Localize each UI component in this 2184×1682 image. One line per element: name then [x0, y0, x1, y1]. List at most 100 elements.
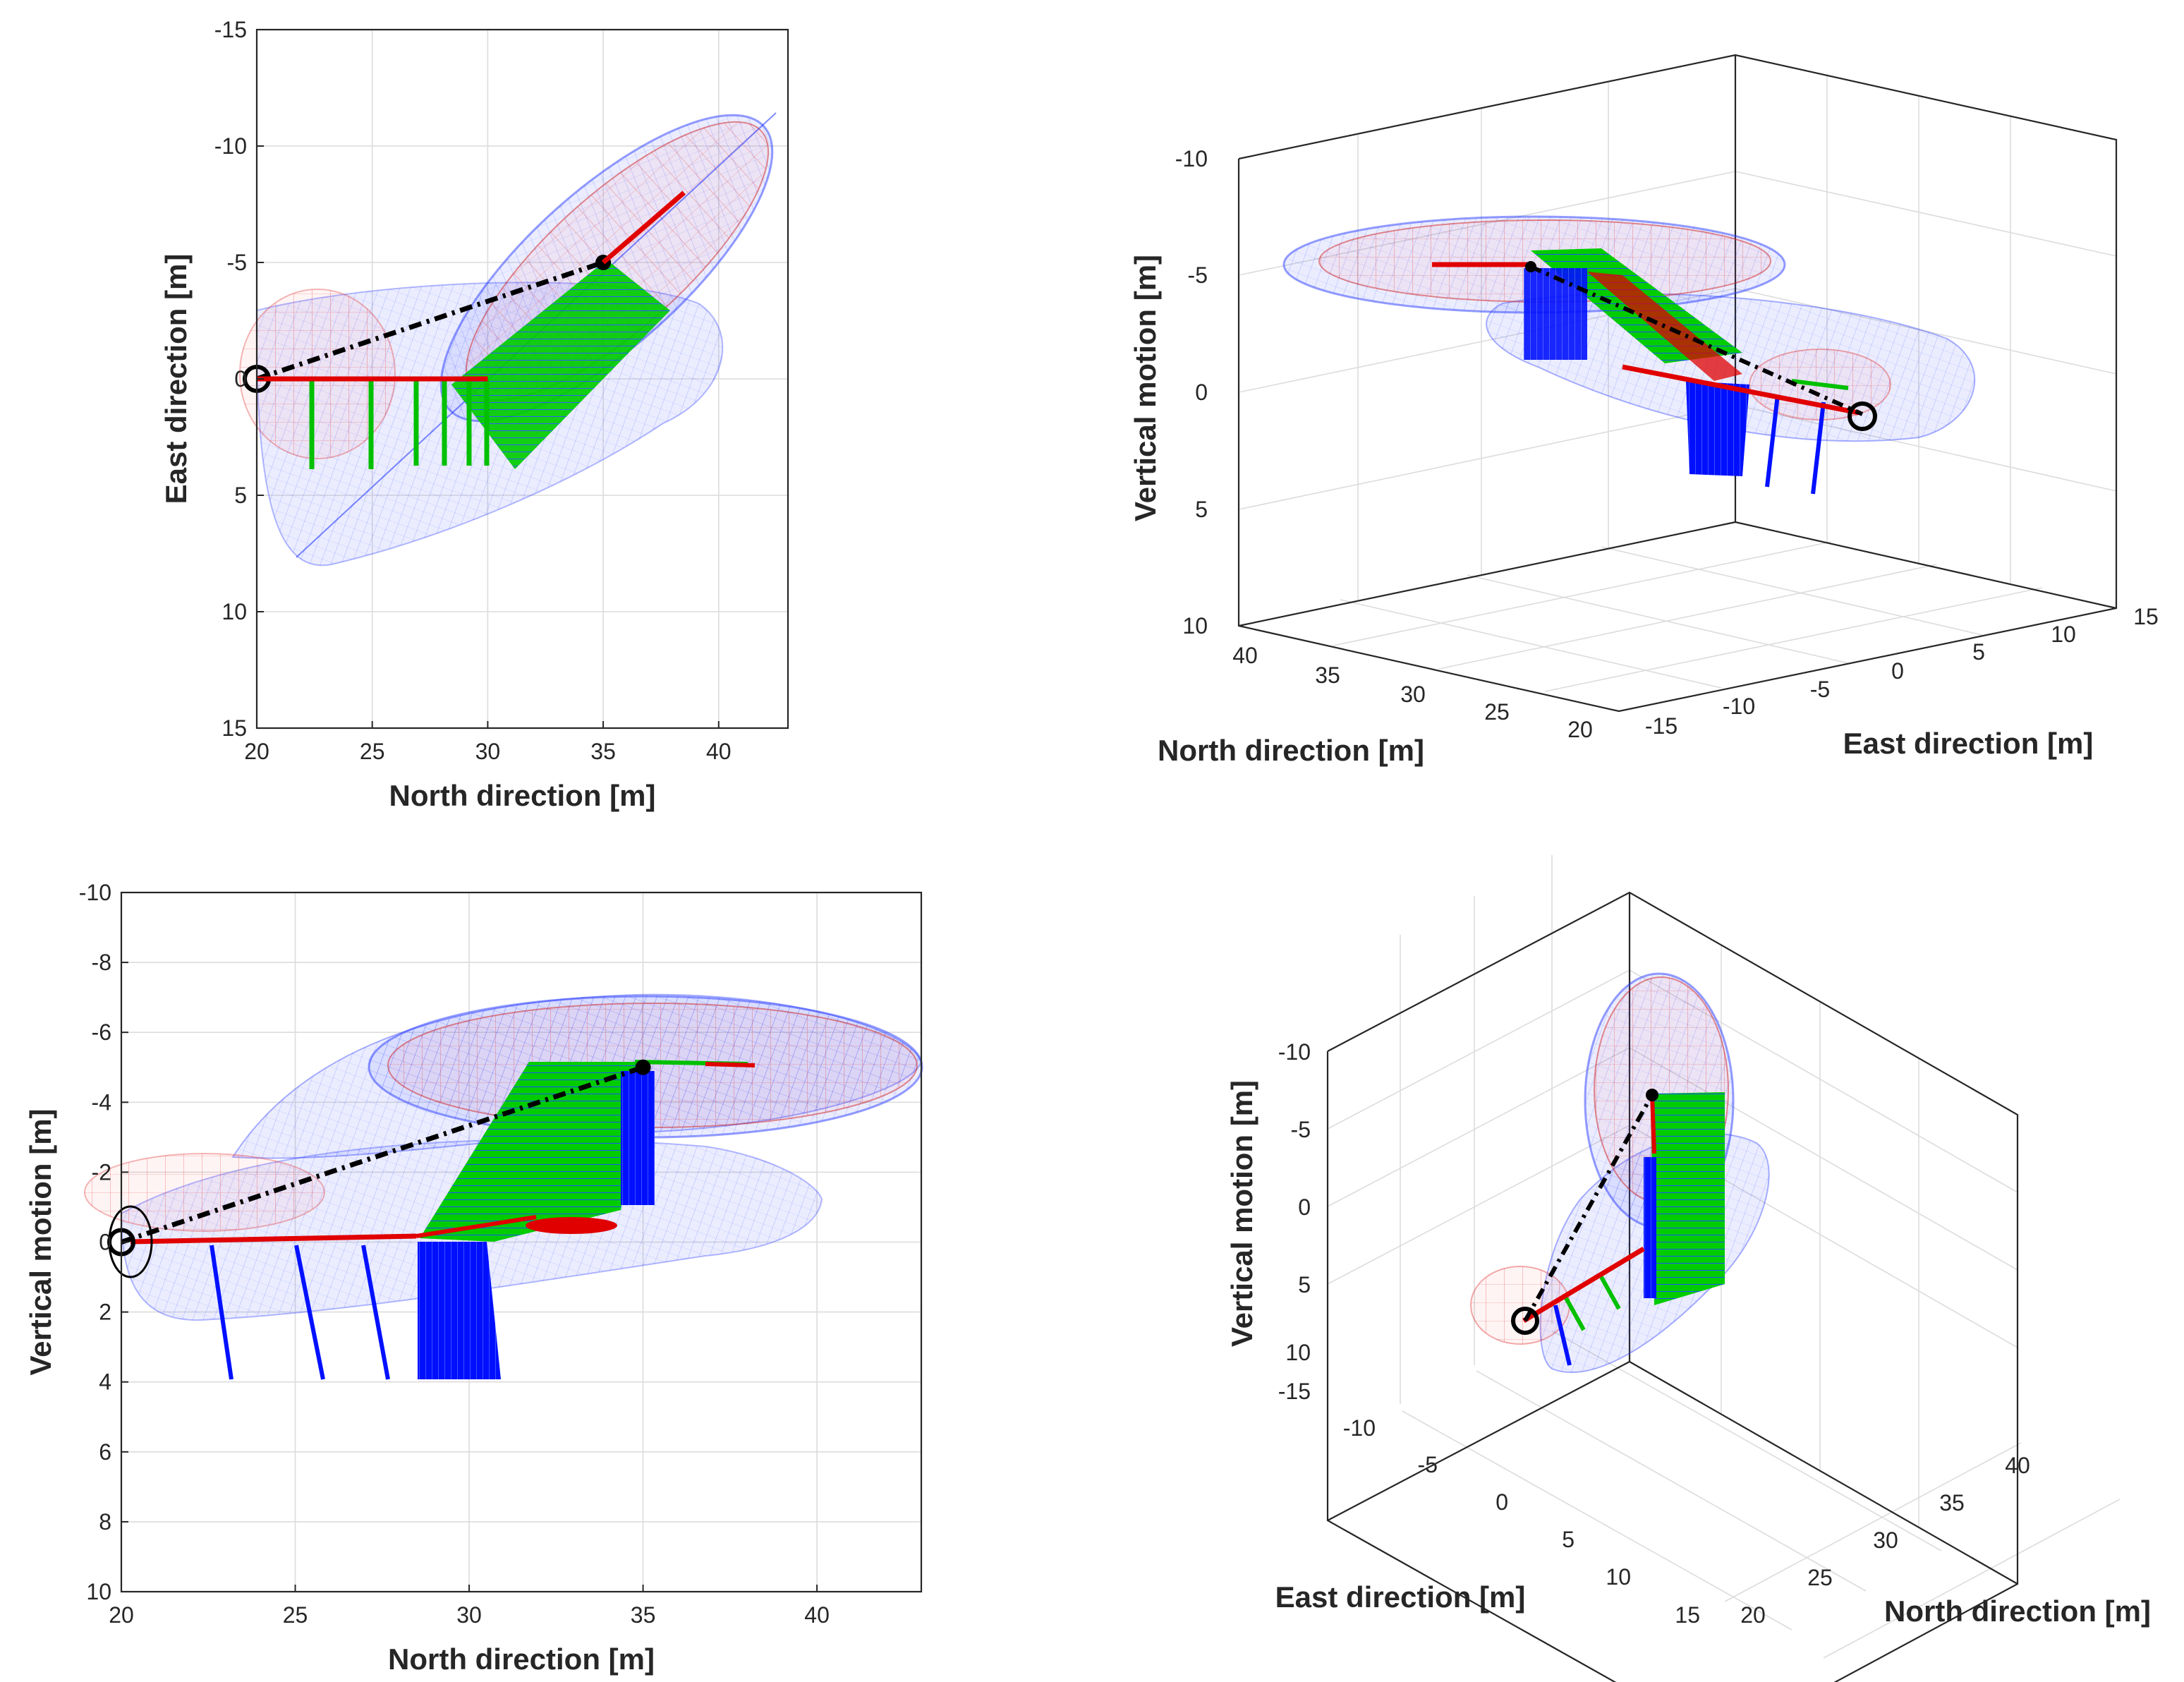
panel2-x-tick: 25 — [1484, 699, 1510, 725]
panel3-blue-stick — [294, 1245, 325, 1380]
panel3-y-tick: -2 — [92, 1159, 111, 1185]
panel3-sweep — [108, 1060, 756, 1380]
panel2-z-tick: 0 — [1195, 380, 1208, 405]
panel4-y-tick: 40 — [2005, 1453, 2030, 1478]
panel4-x-label: East direction [m] — [1275, 1580, 1526, 1614]
panel2-blue-curtain — [1524, 268, 1587, 360]
panel2-x-tick: 30 — [1400, 682, 1426, 707]
panel1-y-tick: 5 — [234, 483, 247, 508]
panel1-green-band — [451, 260, 670, 469]
panel1-envelope-start-inner — [239, 289, 396, 459]
panel4-ticks: -10 -5 0 5 10 -15 -10 -5 0 5 10 15 20 25… — [1278, 1039, 2030, 1628]
panel3-envelope-start-inner — [84, 1153, 325, 1232]
panel1-y-tick: 15 — [222, 715, 247, 741]
panel1-series-rod — [601, 190, 686, 265]
panel3-y-tick: -10 — [79, 880, 111, 905]
panel-3d-view-1: -10 -5 0 5 10 40 35 30 25 20 -15 -10 -5 … — [1129, 54, 2159, 767]
panel-3d-view-2: -10 -5 0 5 10 -15 -10 -5 0 5 10 15 20 25… — [1225, 855, 2151, 1682]
panel4-blue-curtain — [1644, 1157, 1656, 1298]
panel1-trajectory — [243, 190, 686, 393]
panel2-z-tick: 5 — [1195, 497, 1208, 522]
panel1-x-tick: 35 — [590, 739, 616, 764]
panel2-y-tick: -15 — [1645, 713, 1678, 739]
panel4-z-tick: -5 — [1291, 1117, 1311, 1142]
panel3-x-label: North direction [m] — [388, 1642, 655, 1676]
panel4-x-tick: -10 — [1343, 1415, 1376, 1441]
panel2-ticks: -10 -5 0 5 10 40 35 30 25 20 -15 -10 -5 … — [1175, 146, 2159, 742]
panel4-blue-stick — [1553, 1305, 1572, 1366]
panel3-x-tick: 35 — [631, 1602, 656, 1628]
panel1-green-sweep — [309, 260, 670, 469]
panel4-red-rod — [1522, 1246, 1645, 1324]
panel3-y-tick: 0 — [99, 1230, 111, 1255]
panel2-y-tick: -5 — [1810, 677, 1830, 702]
panel3-y-tick: 6 — [99, 1439, 111, 1465]
panel4-x-tick: 0 — [1496, 1489, 1508, 1515]
panel-top-view: 20 25 30 35 40 -15 -10 -5 0 5 10 15 North direction … — [159, 17, 789, 812]
panel4-x-tick: 15 — [1675, 1602, 1700, 1628]
panel1-y-tick: 0 — [234, 366, 247, 392]
panel3-y-tick: 2 — [99, 1300, 111, 1325]
panel2-x-label: North direction [m] — [1158, 734, 1424, 767]
panel2-x-tick: 35 — [1315, 662, 1340, 688]
panel2-y-label: East direction [m] — [1843, 727, 2094, 760]
panel2-blue-curtain-2 — [1686, 381, 1749, 476]
panel3-x-tick: 25 — [283, 1602, 308, 1628]
panel4-green-rod — [1599, 1276, 1621, 1310]
panel3-red-blob — [526, 1217, 617, 1234]
panel3-y-tick: -4 — [92, 1089, 111, 1115]
panel4-z-tick: 10 — [1285, 1340, 1311, 1365]
panel3-end-marker — [635, 1059, 651, 1075]
panel4-sweep — [1511, 1089, 1725, 1366]
panel2-sweep — [1432, 248, 1877, 495]
panel2-start-marker — [1848, 401, 1877, 431]
panel4-z-label: Vertical motion [m] — [1225, 1080, 1258, 1347]
panel4-x-tick: 5 — [1562, 1527, 1575, 1552]
panel3-blue-curtain-lower — [418, 1242, 501, 1379]
panel1-y-tick: 10 — [222, 599, 247, 624]
panel2-z-tick: -5 — [1188, 262, 1208, 288]
panel4-y-tick: 30 — [1873, 1527, 1898, 1553]
panel2-y-tick: 0 — [1891, 658, 1904, 684]
panel2-blue-stick — [1765, 394, 1780, 488]
panel1-x-tick: 20 — [244, 739, 269, 764]
panel4-z-tick: 0 — [1298, 1194, 1311, 1220]
panel2-y-tick: -10 — [1723, 694, 1755, 719]
panel-side-view: 20 25 30 35 40 -10 -8 -6 -4 -2 0 2 4 6 8 10 North direct… — [24, 880, 923, 1676]
panel3-series-path — [120, 1065, 644, 1245]
panel1-x-tick: 25 — [360, 739, 385, 764]
panel1-y-label: East direction [m] — [159, 254, 193, 504]
panel2-green-rod — [1791, 379, 1849, 390]
panel1-x-label: North direction [m] — [389, 779, 656, 812]
panel2-box — [1237, 54, 2118, 713]
panel3-y-tick: 10 — [86, 1579, 111, 1604]
panel1-y-tick: -10 — [214, 133, 247, 159]
panel4-z-tick: -10 — [1278, 1039, 1311, 1065]
panel1-envelopes — [239, 112, 777, 567]
panel2-end-marker — [1525, 261, 1536, 272]
panel3-y-tick: 8 — [99, 1509, 111, 1535]
panel3-blue-stick — [361, 1245, 390, 1380]
panel3-x-tick: 30 — [456, 1602, 482, 1628]
panel4-x-tick: -15 — [1278, 1379, 1311, 1404]
panel3-green-band — [420, 1062, 645, 1242]
panel3-y-tick: -6 — [92, 1020, 111, 1045]
panel4-red-rod — [1650, 1094, 1656, 1154]
panel4-y-tick: 20 — [1740, 1602, 1766, 1628]
panel1-axes: 20 25 30 35 40 -15 -10 -5 0 5 10 15 North direction … — [159, 17, 789, 812]
panel2-z-tick: -10 — [1175, 146, 1208, 171]
panel2-y-tick: 10 — [2051, 622, 2076, 647]
panel1-x-tick: 30 — [475, 739, 501, 764]
panel4-y-tick: 35 — [1939, 1490, 1965, 1515]
panel2-path — [1529, 265, 1864, 416]
panel4-start-marker — [1511, 1307, 1539, 1335]
panel3-x-tick: 20 — [109, 1602, 134, 1628]
panel1-y-tick: -5 — [227, 250, 247, 275]
panel4-y-label: North direction [m] — [1884, 1595, 2151, 1628]
panel3-blue-curtain-upper — [621, 1071, 655, 1205]
panel2-z-label: Vertical motion [m] — [1129, 255, 1162, 521]
panel2-z-tick: 10 — [1182, 613, 1208, 639]
panel3-red-rod — [415, 1215, 537, 1238]
panel1-series-path — [255, 260, 605, 382]
